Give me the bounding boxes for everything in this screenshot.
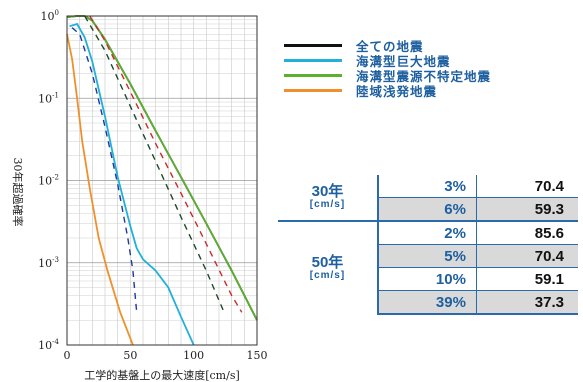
- exceedance-table: 30年 [cm/s] 3% 70.4 6% 59.3 50年 [cm/s] 2%…: [278, 175, 578, 315]
- chart-grid: [67, 16, 257, 346]
- probability-cell: 39%: [376, 290, 477, 315]
- y-tick-labels: 100 10-1 10-2 10-3 10-4: [38, 9, 59, 352]
- velocity-cell: 85.6: [475, 221, 578, 245]
- table-row: 5% 70.4: [278, 244, 578, 268]
- plot-frame: [66, 15, 258, 346]
- velocity-cell: 59.3: [475, 197, 578, 222]
- group-unit: [cm/s]: [309, 199, 346, 211]
- group-30-year: 30年 [cm/s]: [278, 175, 378, 222]
- group-title: 30年: [311, 183, 344, 201]
- series-line-6: [84, 15, 225, 313]
- legend-swatch: [284, 73, 342, 77]
- legend-swatch: [284, 43, 342, 47]
- legend-item-trench-unspecified: 海溝型震源不特定地震: [284, 68, 492, 84]
- series-line-1: [69, 22, 195, 346]
- table-row: 30年 [cm/s] 3% 70.4: [278, 175, 578, 222]
- probability-cell: 2%: [376, 221, 477, 245]
- series-line-5: [71, 27, 138, 313]
- x-tick-labels: 0 50 100 150: [64, 349, 268, 362]
- probability-cell: 10%: [376, 267, 477, 291]
- x-axis-label: 工学的基盤上の最大速度[cm/s]: [84, 368, 240, 382]
- series-line-4: [89, 15, 243, 313]
- y-tick-label: 10-3: [38, 256, 59, 270]
- x-tick-label: 150: [247, 349, 268, 362]
- table-row: 39% 37.3: [278, 290, 578, 315]
- y-tick-label: 10-2: [38, 174, 59, 188]
- y-tick-label: 10-1: [38, 91, 59, 105]
- legend-swatch: [284, 88, 342, 92]
- velocity-cell: 37.3: [475, 290, 578, 315]
- x-tick-label: 100: [183, 349, 204, 362]
- group-title: 50年: [311, 253, 344, 271]
- table-row: 50年 [cm/s] 2% 85.6: [278, 221, 578, 280]
- group-50-year: 50年 [cm/s]: [278, 221, 378, 314]
- series-line-2: [66, 15, 258, 321]
- probability-cell: 3%: [376, 175, 477, 198]
- velocity-cell: 59.1: [475, 267, 578, 291]
- table-row: 10% 59.1: [278, 267, 578, 291]
- x-tick-label: 50: [123, 349, 137, 362]
- legend-label: 海溝型巨大地震: [356, 53, 451, 69]
- y-tick-label: 10-4: [38, 338, 59, 352]
- x-tick-label: 0: [64, 349, 71, 362]
- legend-item-all-earthquakes: 全ての地震: [284, 38, 491, 54]
- legend-swatch: [284, 58, 342, 62]
- legend-label: 全ての地震: [356, 38, 424, 54]
- probability-cell: 6%: [376, 197, 477, 222]
- group-unit: [cm/s]: [309, 269, 346, 281]
- legend-label: 陸域浅発地震: [356, 83, 438, 99]
- chart-legend: 全ての地震 海溝型巨大地震 海溝型震源不特定地震 陸域浅発地震: [284, 38, 492, 99]
- probability-cell: 5%: [376, 244, 477, 268]
- velocity-cell: 70.4: [475, 175, 578, 198]
- series-line-0: [66, 15, 258, 321]
- table-row: 6% 59.3: [278, 197, 578, 222]
- hazard-curve-chart: 0 50 100 150 100 10-1 10-2 10-3 10-4 工学的基盤上の最大速…: [11, 9, 268, 382]
- legend-label: 海溝型震源不特定地震: [356, 68, 492, 84]
- y-tick-label: 100: [41, 9, 59, 23]
- y-axis-label: 30年超過確率: [11, 158, 25, 227]
- velocity-cell: 70.4: [475, 244, 578, 268]
- legend-item-land-shallow: 陸域浅発地震: [284, 83, 491, 99]
- series-line-3: [66, 34, 134, 346]
- legend-item-trench-megaquake: 海溝型巨大地震: [284, 53, 491, 69]
